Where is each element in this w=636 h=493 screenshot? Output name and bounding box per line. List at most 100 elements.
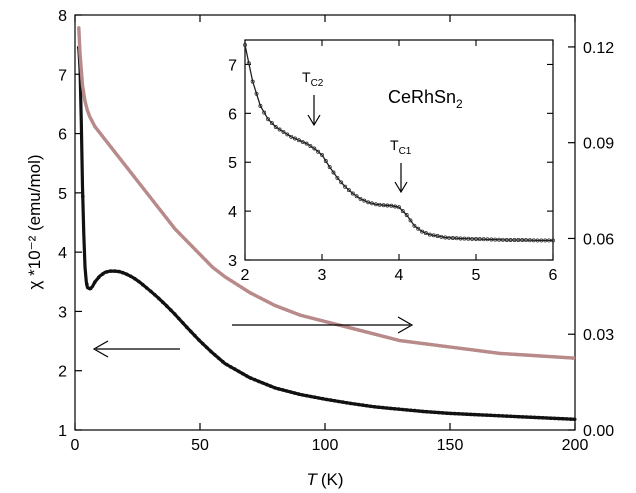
data-point [395, 338, 399, 342]
data-point [336, 399, 341, 404]
data-point [560, 416, 565, 421]
data-point [169, 308, 173, 312]
inset-data-point [385, 203, 390, 208]
data-point [307, 315, 312, 320]
tc1-annotation: TC1 [390, 137, 412, 194]
inset-data-point [481, 237, 486, 242]
inset-data-point [323, 159, 328, 163]
data-point [327, 320, 331, 325]
inset-data-point [397, 205, 401, 210]
data-point [344, 401, 349, 405]
data-point [209, 349, 213, 354]
data-point [164, 216, 169, 220]
inset-data-point [358, 196, 363, 201]
data-point [296, 392, 301, 396]
data-point [85, 282, 89, 287]
inset-data-point [400, 209, 405, 214]
data-point [436, 410, 441, 415]
y-left-tick-label: 3 [58, 304, 67, 321]
inset-data-point [547, 238, 552, 243]
data-point [109, 145, 114, 150]
data-point [502, 352, 507, 356]
data-point [476, 348, 481, 353]
data-point [223, 275, 227, 279]
data-point [312, 395, 317, 400]
inset-data-point [381, 203, 386, 208]
tc2-main: T [302, 69, 311, 85]
data-point [122, 162, 127, 166]
inset-data-point [520, 238, 525, 242]
data-point [239, 285, 243, 289]
data-point [421, 341, 425, 346]
data-point [149, 289, 153, 294]
data-point [229, 279, 234, 283]
data-point [314, 317, 318, 321]
inset-series-group [243, 42, 555, 243]
data-point [132, 174, 136, 179]
data-point [158, 208, 162, 212]
data-point [138, 183, 143, 187]
inset-data-point [524, 238, 528, 243]
x-tick-label: 200 [562, 437, 589, 454]
data-point [320, 319, 325, 323]
inset-data-point [304, 141, 309, 146]
data-point [372, 405, 377, 409]
data-point [253, 377, 257, 382]
data-point [221, 359, 225, 364]
data-point [472, 412, 477, 417]
data-point [119, 158, 123, 162]
data-point [540, 416, 545, 420]
inset-data-point [258, 104, 263, 108]
data-point [348, 401, 353, 406]
data-point [268, 301, 273, 305]
x-axis-label-var: T [306, 470, 318, 489]
data-point [129, 170, 133, 175]
data-point [97, 275, 101, 280]
inset-data-point [466, 236, 471, 241]
data-point [205, 345, 209, 350]
inset-data-point [335, 175, 340, 180]
data-point [316, 396, 321, 400]
data-point [109, 269, 113, 273]
data-point [463, 347, 468, 351]
data-point [189, 329, 193, 334]
data-point [535, 354, 539, 358]
inset-data-point [377, 202, 382, 207]
data-point [213, 267, 217, 271]
inset-data-point [427, 232, 432, 237]
data-point [294, 312, 299, 316]
inset-data-point [485, 237, 490, 242]
inset-data-point [277, 127, 282, 132]
data-point [93, 280, 97, 285]
data-point [257, 379, 261, 384]
inset-data-point [543, 238, 548, 243]
inset-data-point [281, 129, 286, 134]
data-point [392, 337, 396, 341]
data-point [528, 353, 533, 357]
inset-data-point [497, 237, 502, 242]
inset-data-point [312, 146, 317, 151]
inset-data-point [393, 204, 398, 209]
inset-data-point [262, 110, 267, 115]
data-point [519, 353, 523, 357]
data-point [489, 350, 494, 354]
data-point [273, 386, 277, 390]
data-point [217, 356, 221, 361]
data-point [220, 272, 224, 276]
data-point [101, 272, 105, 276]
data-point [363, 329, 367, 334]
data-point [278, 305, 282, 310]
data-point [558, 355, 562, 359]
inset-data-point [296, 138, 301, 143]
data-point [96, 129, 101, 133]
data-point [545, 354, 549, 359]
inset-data-point [389, 203, 394, 208]
data-point [233, 281, 237, 285]
data-point [456, 412, 461, 416]
data-point [83, 100, 88, 104]
data-point [265, 382, 269, 387]
data-point [379, 334, 383, 338]
data-point [332, 399, 337, 403]
data-point [520, 415, 525, 419]
